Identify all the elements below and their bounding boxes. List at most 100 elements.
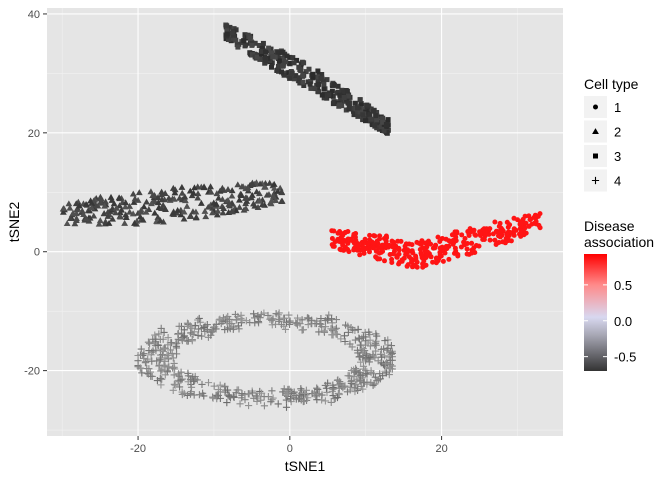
point-celltype-4 bbox=[372, 347, 380, 355]
point-celltype-1 bbox=[477, 231, 483, 237]
point-celltype-4 bbox=[329, 381, 337, 389]
point-celltype-4 bbox=[225, 315, 234, 324]
point-celltype-3 bbox=[257, 56, 263, 62]
point-celltype-4 bbox=[321, 397, 330, 405]
point-celltype-4 bbox=[374, 376, 383, 384]
point-celltype-3 bbox=[275, 67, 281, 73]
point-celltype-1 bbox=[410, 250, 416, 256]
point-celltype-4 bbox=[282, 396, 291, 404]
point-celltype-1 bbox=[426, 238, 431, 244]
point-celltype-4 bbox=[344, 328, 352, 336]
point-celltype-3 bbox=[364, 112, 370, 118]
point-celltype-4 bbox=[137, 345, 145, 353]
point-celltype-4 bbox=[356, 352, 364, 361]
point-celltype-1 bbox=[462, 236, 468, 241]
point-celltype-3 bbox=[249, 42, 255, 48]
point-celltype-4 bbox=[359, 344, 367, 353]
point-celltype-1 bbox=[492, 237, 498, 243]
point-celltype-3 bbox=[301, 83, 307, 88]
point-celltype-1 bbox=[437, 239, 443, 244]
point-celltype-4 bbox=[209, 327, 217, 335]
point-celltype-2 bbox=[116, 209, 124, 216]
point-celltype-4 bbox=[257, 310, 265, 319]
point-celltype-4 bbox=[222, 314, 230, 322]
point-celltype-4 bbox=[365, 358, 373, 366]
point-celltype-2 bbox=[154, 194, 162, 201]
point-celltype-2 bbox=[266, 179, 274, 186]
point-celltype-1 bbox=[420, 245, 426, 251]
color-legend-title-line2: association bbox=[584, 234, 654, 250]
point-celltype-2 bbox=[229, 208, 237, 215]
point-celltype-4 bbox=[175, 322, 183, 330]
point-celltype-3 bbox=[256, 43, 262, 48]
point-celltype-3 bbox=[324, 95, 330, 101]
point-celltype-2 bbox=[224, 196, 232, 203]
point-celltype-3 bbox=[320, 78, 326, 84]
point-celltype-4 bbox=[235, 325, 243, 333]
x-tick-label: -20 bbox=[130, 443, 146, 455]
point-celltype-4 bbox=[160, 328, 168, 337]
point-celltype-1 bbox=[329, 242, 335, 248]
point-celltype-2 bbox=[242, 194, 250, 201]
point-celltype-4 bbox=[266, 315, 274, 323]
point-celltype-4 bbox=[248, 389, 257, 397]
point-celltype-1 bbox=[402, 243, 408, 249]
point-celltype-4 bbox=[279, 314, 288, 322]
point-celltype-1 bbox=[383, 245, 389, 251]
point-celltype-3 bbox=[374, 120, 380, 126]
point-celltype-4 bbox=[271, 320, 280, 328]
point-celltype-3 bbox=[296, 77, 302, 83]
point-celltype-4 bbox=[287, 398, 295, 406]
point-celltype-1 bbox=[396, 245, 402, 251]
point-celltype-4 bbox=[264, 311, 272, 320]
point-celltype-3 bbox=[357, 109, 363, 115]
point-celltype-4 bbox=[237, 314, 245, 322]
point-celltype-4 bbox=[379, 372, 387, 380]
point-celltype-2 bbox=[131, 195, 139, 202]
point-celltype-1 bbox=[383, 233, 389, 239]
point-celltype-1 bbox=[376, 245, 382, 251]
point-celltype-3 bbox=[269, 64, 274, 70]
point-celltype-4 bbox=[183, 322, 191, 331]
point-celltype-2 bbox=[220, 205, 228, 212]
cluster-celltype-4 bbox=[134, 309, 396, 411]
point-celltype-2 bbox=[270, 189, 278, 196]
point-celltype-2 bbox=[270, 184, 278, 191]
point-celltype-2 bbox=[212, 200, 220, 207]
point-celltype-1 bbox=[513, 227, 519, 233]
point-celltype-3 bbox=[310, 71, 316, 77]
point-celltype-2 bbox=[69, 209, 77, 216]
point-celltype-3 bbox=[319, 92, 325, 98]
point-celltype-1 bbox=[518, 220, 524, 226]
point-celltype-4 bbox=[388, 349, 396, 357]
cluster-celltype-2 bbox=[59, 179, 286, 227]
point-celltype-2 bbox=[225, 200, 233, 207]
point-celltype-3 bbox=[297, 80, 303, 86]
point-celltype-4 bbox=[155, 362, 163, 370]
point-celltype-2 bbox=[121, 203, 129, 210]
point-celltype-4 bbox=[169, 354, 177, 362]
point-celltype-1 bbox=[329, 228, 335, 234]
point-celltype-3 bbox=[379, 124, 384, 130]
point-celltype-3 bbox=[300, 79, 306, 85]
point-celltype-4 bbox=[216, 388, 224, 396]
point-celltype-3 bbox=[262, 54, 268, 60]
point-celltype-1 bbox=[337, 246, 343, 252]
point-celltype-4 bbox=[348, 377, 356, 385]
point-celltype-2 bbox=[181, 193, 189, 200]
point-celltype-4 bbox=[153, 376, 162, 385]
point-celltype-4 bbox=[167, 339, 176, 347]
point-celltype-4 bbox=[174, 330, 182, 338]
point-celltype-2 bbox=[270, 192, 277, 199]
point-celltype-2 bbox=[274, 187, 282, 194]
point-celltype-1 bbox=[532, 212, 538, 218]
point-celltype-3 bbox=[337, 102, 343, 108]
point-celltype-1 bbox=[404, 263, 410, 269]
point-celltype-4 bbox=[275, 315, 284, 324]
point-celltype-4 bbox=[321, 317, 329, 325]
point-celltype-2 bbox=[235, 196, 243, 203]
point-celltype-2 bbox=[116, 202, 124, 209]
point-celltype-3 bbox=[330, 93, 336, 99]
point-celltype-3 bbox=[250, 52, 255, 58]
point-celltype-1 bbox=[357, 252, 363, 258]
